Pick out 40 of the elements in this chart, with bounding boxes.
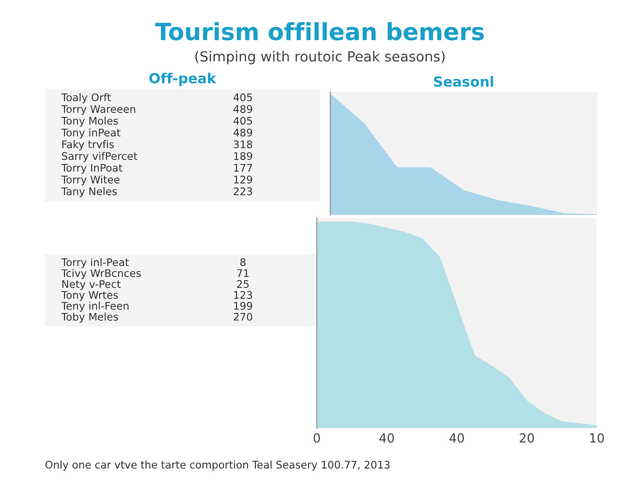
data-label: 8 (240, 258, 246, 266)
data-label: 489 (234, 105, 252, 113)
data-label: 123 (234, 291, 252, 299)
category-label: Tony inPeat (61, 128, 120, 138)
category-label: Tony Wrtes (61, 291, 118, 301)
category-label: Torry inl-Peat (61, 258, 129, 268)
data-label: 223 (234, 187, 252, 196)
text: Off-peak (149, 72, 216, 86)
x-tick-label: 10 (590, 433, 604, 443)
chart-title: Seasonl (434, 76, 494, 87)
data-label: 318 (234, 140, 252, 148)
text: Tourism offillean bemers (155, 22, 484, 40)
x-tick-label: 40 (449, 433, 464, 443)
data-label: 129 (234, 176, 252, 184)
data-label: 25 (237, 280, 249, 288)
category-label: Sarry vifPercet (62, 152, 138, 162)
data-label: 405 (234, 116, 252, 125)
category-label: Toby Meles (61, 312, 118, 323)
data-label: 270 (234, 312, 252, 321)
x-tick-label: 40 (379, 433, 394, 443)
data-label: 489 (234, 128, 252, 136)
category-label: Torry InPoat (61, 164, 122, 174)
data-label: 71 (237, 269, 249, 277)
x-tick-label: 0 (314, 433, 320, 443)
category-label: Tany Neles (61, 187, 117, 198)
x-tick-label: 20 (520, 433, 534, 443)
text: (Simping with routoic Peak seasons) (195, 50, 445, 64)
data-label: 177 (234, 164, 252, 172)
data-label: 405 (234, 93, 252, 102)
data-label: 199 (234, 302, 252, 310)
text: Only one car vtve the tarte comportion Teal Seasery 100.77, 2013 (45, 460, 390, 471)
category-label: Torry Wareeen (61, 105, 136, 115)
category-label: Torry Witee (61, 175, 120, 186)
category-label: Teny inl-Feen (61, 302, 128, 312)
category-label: Toaly Orft (61, 93, 111, 104)
category-label: Nety v-Pect (62, 280, 121, 290)
category-label: Faky trvfis (62, 140, 114, 150)
category-label: Tony Moles (61, 116, 118, 127)
category-label: Tcivy WrBcnces (61, 268, 141, 280)
data-label: 189 (234, 152, 252, 160)
